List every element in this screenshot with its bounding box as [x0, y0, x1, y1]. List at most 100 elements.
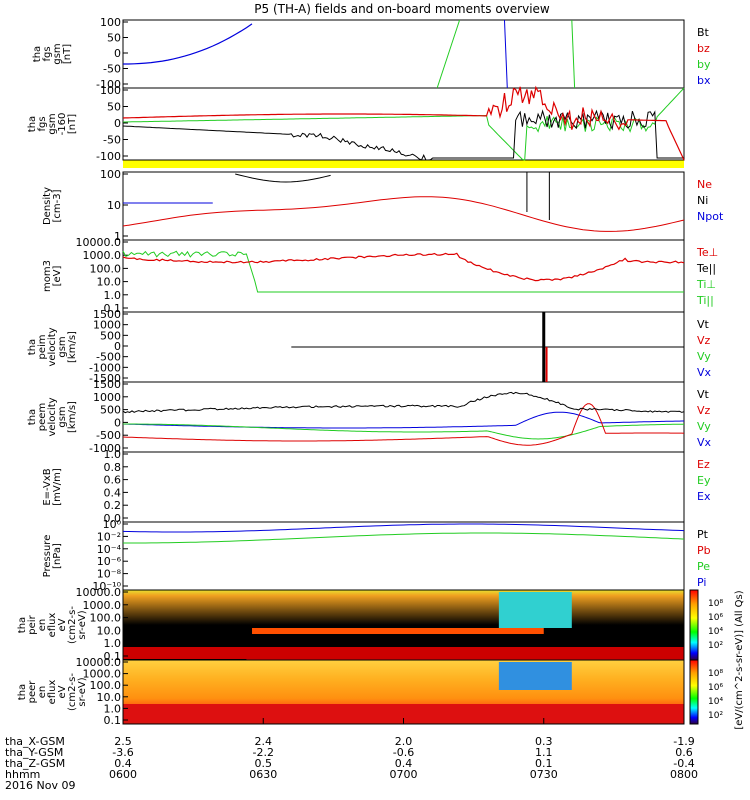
- legend-entry: Npot: [697, 210, 724, 223]
- y-tick-label: 10⁻⁶: [97, 555, 122, 568]
- y-tick-label: -1000: [89, 442, 121, 455]
- legend-entry: Ne: [697, 178, 712, 191]
- legend-entry: Ti||: [696, 294, 714, 307]
- y-axis-label: gsm: [47, 113, 58, 134]
- legend-entry: Ez: [697, 458, 710, 471]
- y-axis-label: Pressure: [42, 535, 53, 578]
- ni-line: [235, 173, 331, 183]
- legend-entry: Vz: [697, 334, 711, 347]
- colorbar-tick: 10⁸: [708, 669, 723, 679]
- legend-entry: Te⊥: [696, 246, 718, 259]
- y-tick-label: 1.0: [104, 637, 122, 650]
- y-axis-label: [nT]: [62, 44, 73, 64]
- ephem-x: 2.5: [114, 735, 132, 748]
- y-tick-label: 10⁰: [103, 518, 122, 531]
- y-tick-label: 1000: [93, 319, 121, 332]
- legend-entry: Vt: [697, 388, 710, 401]
- panel-frame: [122, 239, 685, 313]
- y-tick-label: 1000.0: [83, 249, 122, 262]
- y-tick-label: 10⁻²: [97, 530, 121, 543]
- ion-low-band: [123, 647, 684, 659]
- ephem-z: 0.4: [395, 757, 413, 770]
- legend-entry: Pe: [697, 560, 710, 573]
- colorbar-tick: 10⁴: [708, 627, 723, 637]
- y-tick-label: -50: [103, 63, 121, 76]
- y-tick-label: 0.2: [104, 499, 122, 512]
- ephem-row-label: tha_Z-GSM: [5, 757, 65, 770]
- y-tick-label: 100.0: [90, 262, 122, 275]
- legend-entry: by: [697, 58, 711, 71]
- y-tick-label: 1.0: [104, 702, 122, 715]
- y-tick-label: 1500: [93, 308, 121, 321]
- y-tick-label: 10.0: [97, 276, 122, 289]
- colorbar-label: [eV/(cm^2-s-sr-eV)] (All Qs): [734, 590, 745, 729]
- y-axis-label: gsm: [57, 406, 68, 427]
- y-tick-label: 0: [114, 47, 121, 60]
- y-axis-label: tha: [32, 46, 43, 62]
- ephem-y: -2.2: [253, 746, 274, 759]
- electron-cyan-region: [498, 662, 572, 690]
- panel-frame: [122, 451, 685, 523]
- ephem-x: 2.4: [255, 735, 273, 748]
- ephem-z: 0.5: [255, 757, 273, 770]
- y-tick-label: 100: [100, 84, 121, 97]
- y-tick-label: -100: [96, 78, 121, 91]
- ephem-x: 2.0: [395, 735, 413, 748]
- y-axis-label: peem: [37, 403, 48, 431]
- ephem-hhmm: 0730: [530, 768, 558, 781]
- figure-title: P5 (TH-A) fields and on-board moments ov…: [254, 2, 550, 16]
- y-tick-label: 10⁻¹⁰: [92, 580, 121, 593]
- colorbar-tick: 10²: [708, 711, 723, 721]
- y-axis-label: gsm: [57, 336, 68, 357]
- y-tick-label: 1.0: [104, 448, 122, 461]
- legend-entry: Pt: [697, 528, 709, 541]
- y-axis-label: velocity: [47, 327, 58, 366]
- y-tick-label: 500: [100, 329, 121, 342]
- y-axis-label: tha: [17, 684, 28, 700]
- y-tick-label: -100: [96, 150, 121, 163]
- te-line: [122, 252, 685, 282]
- y-axis-label: [cm-3]: [52, 189, 63, 222]
- ephem-date: 2016 Nov 09: [5, 779, 75, 792]
- y-tick-label: 0.1: [104, 302, 122, 315]
- y-axis-label: eflux: [47, 680, 58, 705]
- pi-line: [122, 523, 685, 533]
- ephem-hhmm: 0600: [109, 768, 137, 781]
- ephem-y: 1.1: [535, 746, 553, 759]
- y-axis-label: [km/s]: [67, 331, 78, 363]
- ti-line: [122, 250, 684, 293]
- colorbar: [689, 589, 699, 661]
- ephemeris-layer: 2.5-3.60.406002.4-2.20.506302.0-0.60.407…: [5, 718, 698, 792]
- y-axis-label: (cm2-s-: [67, 606, 78, 644]
- y-tick-label: 50: [107, 101, 121, 114]
- y-tick-label: 10000.0: [76, 586, 122, 599]
- y-tick-label: 0: [114, 117, 121, 130]
- electron-low-band: [123, 704, 684, 722]
- y-tick-label: 0.6: [104, 474, 122, 487]
- y-axis-label: fgs: [37, 116, 48, 131]
- y-tick-label: 500: [100, 404, 121, 417]
- y-axis-label: tha: [27, 116, 38, 132]
- bz-line: [122, 85, 685, 161]
- legend-entry: Ti⊥: [696, 278, 716, 291]
- colorbar-tick: 10⁸: [708, 599, 723, 609]
- y-tick-label: 1500: [93, 378, 121, 391]
- legend-entry: Pb: [697, 544, 711, 557]
- y-tick-label: -500: [96, 351, 121, 364]
- y-tick-label: 0.8: [104, 461, 122, 474]
- by-line-2: [571, 19, 576, 89]
- y-tick-label: -500: [96, 429, 121, 442]
- vx-line: [122, 411, 684, 429]
- legend-entry: Vy: [697, 420, 711, 433]
- y-tick-label: 10.0: [97, 624, 122, 637]
- y-tick-label: 1000.0: [83, 599, 122, 612]
- ephem-z: 0.1: [535, 757, 553, 770]
- y-tick-label: 0: [114, 340, 121, 353]
- ephem-hhmm: 0800: [670, 768, 698, 781]
- y-tick-label: 0.0: [104, 512, 122, 525]
- y-tick-label: 100.0: [90, 679, 122, 692]
- legend-entry: Ni: [697, 194, 708, 207]
- panel-frame: [122, 381, 685, 453]
